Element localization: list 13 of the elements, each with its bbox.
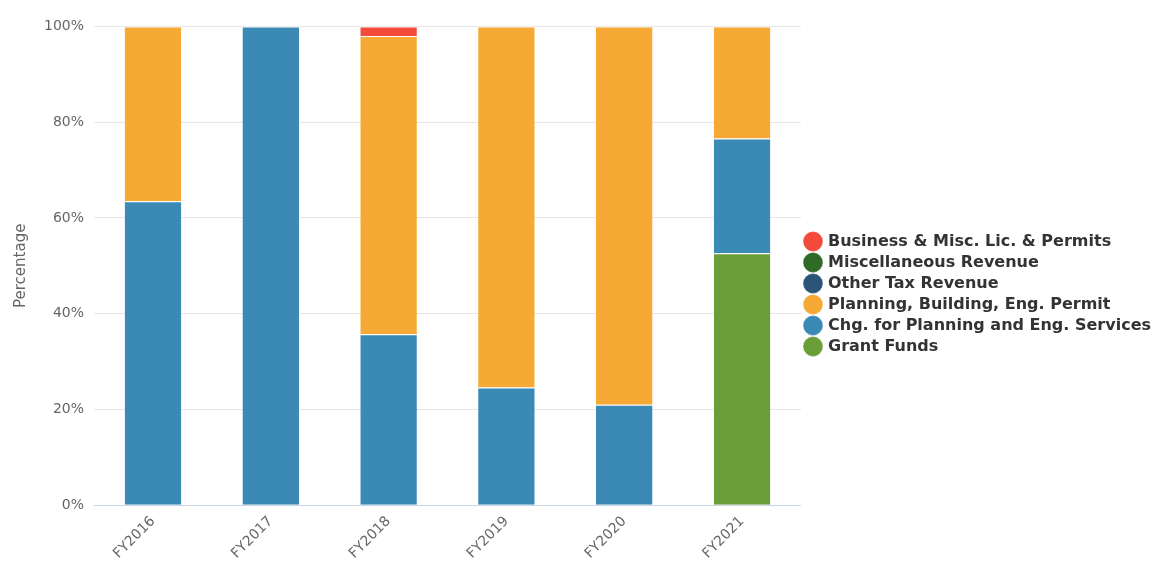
legend-label: Grant Funds xyxy=(827,335,939,355)
legend-label: Chg. for Planning and Eng. Services xyxy=(827,314,1152,334)
legend-label: Miscellaneous Revenue xyxy=(827,251,1039,271)
y-tick-label: 100% xyxy=(43,17,85,34)
y-tick-label: 20% xyxy=(52,400,85,417)
legend-label: Other Tax Revenue xyxy=(827,272,999,292)
y-tick-label: 80% xyxy=(52,112,85,129)
legend-label: Business & Misc. Lic. & Permits xyxy=(827,230,1112,250)
y-axis-title: Percentage xyxy=(10,223,29,308)
y-tick-label: 60% xyxy=(52,208,85,225)
legend-label: Planning, Building, Eng. Permit xyxy=(827,293,1111,313)
y-tick-label: 0% xyxy=(61,495,85,512)
y-tick-label: 40% xyxy=(52,304,85,321)
